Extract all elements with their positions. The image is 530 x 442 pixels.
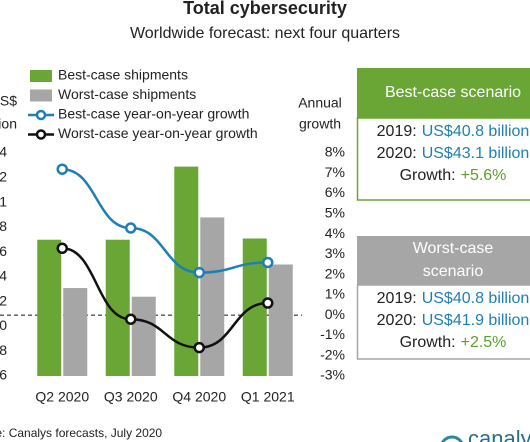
- panel-line: 2020: US$43.1 billion: [377, 145, 530, 162]
- point: [125, 222, 137, 234]
- panel-line-value: US$41.9 billion: [422, 312, 530, 329]
- panel-line-value: US$43.1 billion: [422, 145, 530, 162]
- legend-label: Best-case shipments: [58, 67, 188, 83]
- x-tick-label: Q4 2020: [172, 389, 226, 405]
- panel-line-label: 2020:: [377, 145, 417, 162]
- y2-tick-label: 4%: [325, 225, 345, 241]
- point: [56, 242, 68, 255]
- panel-line-value: +5.6%: [461, 167, 507, 184]
- y2-tick-label: 2%: [325, 265, 345, 281]
- y2-tick-label: 8%: [325, 144, 345, 160]
- panel-line-value: US$40.8 billion: [422, 290, 530, 307]
- legend-marker: [35, 109, 47, 121]
- panel-line: 2019: US$40.8 billion: [377, 290, 530, 307]
- legend-label: Best-case year-on-year growth: [58, 106, 249, 122]
- chart-subtitle: Worldwide forecast: next four quarters: [130, 25, 400, 42]
- y-tick-label: 10.8: [0, 218, 7, 234]
- y2-axis-title: growth: [299, 116, 341, 132]
- y2-tick-label: -2%: [320, 346, 345, 362]
- y2-tick-label: 7%: [325, 164, 345, 180]
- y-tick-label: 11.4: [0, 144, 7, 160]
- panel-line: Growth: +2.5%: [400, 334, 507, 351]
- bar: [131, 296, 156, 376]
- panel-title: Best-case scenario: [385, 84, 521, 101]
- legend-label: Worst-case year-on-year growth: [58, 125, 258, 141]
- y-tick-label: 10.2: [0, 292, 7, 308]
- panel-line-label: 2020:: [377, 312, 417, 329]
- y-tick-label: 10: [0, 317, 7, 333]
- logo-text: canalys: [468, 426, 530, 442]
- panel-title: Worst-case: [413, 240, 494, 257]
- y-tick-label: 10.4: [0, 268, 7, 284]
- legend-swatch: [30, 70, 52, 82]
- legend-marker: [35, 129, 47, 140]
- point: [262, 297, 274, 309]
- source: Source: Canalys forecasts, July 2020: [0, 426, 162, 440]
- legend-label: Worst-case shipments: [58, 86, 196, 102]
- y-tick-label: 11: [0, 193, 7, 209]
- panel-body: [356, 284, 530, 360]
- chart-title: Total cybersecurity: [183, 0, 347, 18]
- bar: [200, 217, 225, 376]
- y2-tick-label: 1%: [325, 286, 345, 302]
- point: [125, 313, 137, 325]
- y-axis-title: billion: [0, 116, 17, 132]
- panel-line: 2020: US$41.9 billion: [377, 312, 530, 329]
- panel-line-label: 2019:: [377, 290, 417, 307]
- panel-title: scenario: [423, 263, 484, 280]
- point: [193, 341, 205, 354]
- panel-line: Growth: +5.6%: [400, 167, 507, 184]
- panel-line-label: 2019:: [377, 123, 417, 140]
- bar: [37, 239, 62, 376]
- line: [62, 167, 268, 274]
- x-tick-label: Q1 2021: [241, 389, 295, 405]
- panel-body: [356, 117, 530, 201]
- x-tick-label: Q3 2020: [104, 389, 158, 405]
- y-tick-label: 9.6: [0, 367, 7, 383]
- y2-tick-label: 5%: [325, 205, 345, 221]
- panel-line-value: +2.5%: [461, 334, 507, 351]
- panel-header: [357, 236, 530, 285]
- y-tick-label: 11.2: [0, 168, 7, 184]
- panel-line-label: Growth:: [400, 334, 456, 351]
- panel-line-label: Growth:: [400, 167, 456, 184]
- y2-tick-label: 3%: [325, 245, 345, 261]
- panel-header: [357, 68, 530, 118]
- panel-line-value: US$40.8 billion: [422, 123, 530, 140]
- line: [62, 247, 268, 349]
- y-tick-label: 9.8: [0, 342, 7, 358]
- y2-tick-label: -3%: [320, 367, 345, 383]
- logo-icon: [441, 435, 463, 442]
- bar: [63, 288, 88, 376]
- y-tick-label: 10.6: [0, 243, 7, 259]
- y2-tick-label: 6%: [325, 184, 345, 200]
- logo: canalys: [441, 426, 530, 442]
- y2-tick-label: 0%: [325, 306, 345, 322]
- x-tick-label: Q2 2020: [35, 389, 89, 405]
- panel-line: 2019: US$40.8 billion: [377, 123, 530, 140]
- point: [56, 163, 68, 175]
- y-axis-title: US$: [0, 93, 17, 109]
- y2-axis-title: Annual: [298, 95, 342, 111]
- point: [262, 256, 274, 269]
- y2-tick-label: -1%: [320, 326, 345, 342]
- bar: [268, 264, 293, 376]
- point: [193, 266, 205, 279]
- legend-swatch: [30, 89, 52, 102]
